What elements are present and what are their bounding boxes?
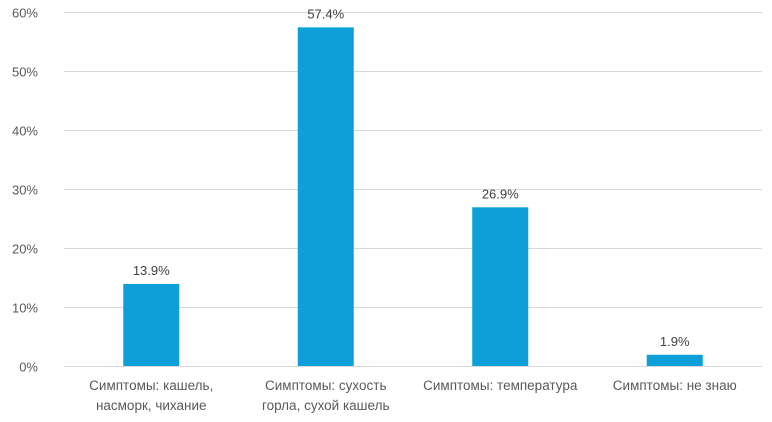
y-tick-label: 0% [19,360,38,375]
gridlines [64,12,762,367]
y-tick-label: 40% [12,124,38,139]
bar-1 [123,283,180,366]
data-label-1: 13.9% [133,263,170,278]
x-category-label-3-line-1: Симптомы: температура [423,378,578,393]
y-tick-label: 60% [12,6,38,21]
data-label-3: 26.9% [482,186,519,201]
y-tick-label: 30% [12,183,38,198]
data-labels: 13.9% 57.4% 26.9% 1.9% [133,6,690,348]
data-label-4: 1.9% [660,334,690,349]
bar-4 [646,354,703,366]
x-category-label-2-line-1: Симптомы: сухость [265,378,386,393]
y-tick-label: 20% [12,242,38,257]
y-tick-label: 50% [12,65,38,80]
bars [123,27,703,367]
x-axis-category-labels: Симптомы: кашель, насморк, чихание Симптом… [89,378,737,413]
x-category-label-2-line-2: горла, сухой кашель [262,398,389,413]
x-category-label-1-line-1: Симптомы: кашель, [89,378,213,393]
x-category-label-1-line-2: насморк, чихание [96,398,207,413]
bar-2 [297,27,354,367]
y-axis-tick-labels: 0% 10% 20% 30% 40% 50% 60% [12,6,38,375]
y-tick-label: 10% [12,301,38,316]
bar-3 [472,207,529,366]
x-category-label-4-line-1: Симптомы: не знаю [613,378,737,393]
data-label-2: 57.4% [307,6,344,21]
